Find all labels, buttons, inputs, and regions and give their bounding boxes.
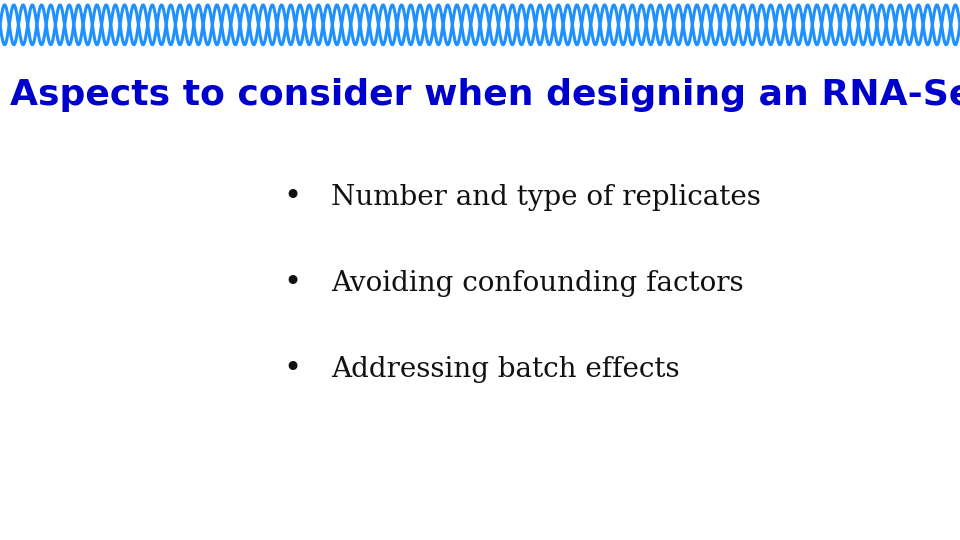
Text: •: •	[284, 354, 301, 386]
Text: •: •	[284, 268, 301, 299]
Text: Aspects to consider when designing an RNA-Seq experiment: Aspects to consider when designing an RN…	[10, 78, 960, 112]
Text: Number and type of replicates: Number and type of replicates	[331, 184, 761, 211]
Text: Avoiding confounding factors: Avoiding confounding factors	[331, 270, 744, 297]
Text: •: •	[284, 181, 301, 213]
Text: Addressing batch effects: Addressing batch effects	[331, 356, 680, 383]
